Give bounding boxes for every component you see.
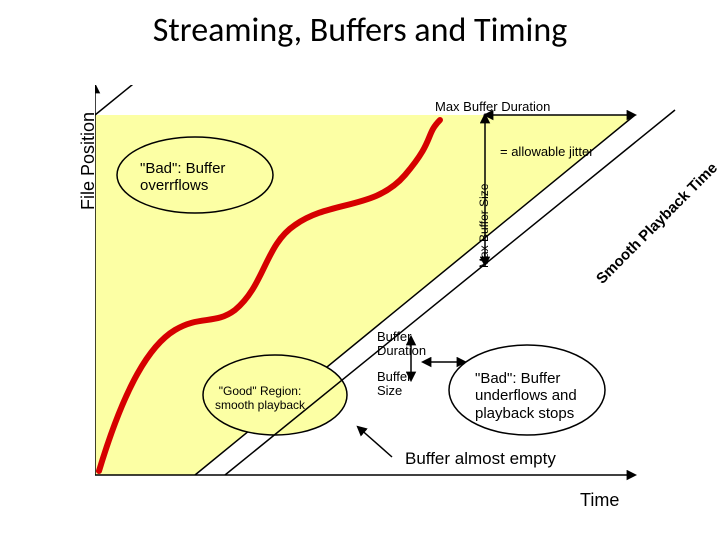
- band-upper-mask: [95, 85, 635, 115]
- bad-overflow-l2: overrflows: [140, 177, 208, 194]
- buffer-size-l2: Size: [377, 383, 402, 398]
- page-title: Streaming, Buffers and Timing: [0, 10, 720, 51]
- good-region-l2: smooth playback: [215, 398, 305, 412]
- almost-empty-label: Buffer almost empty: [405, 450, 556, 469]
- bad-overflow-l1: "Bad": Buffer: [140, 160, 225, 177]
- x-axis-label: Time: [580, 490, 619, 511]
- good-region-text: "Good" Region: smooth playback: [215, 385, 305, 413]
- buffer-size-l1: Buffer: [377, 369, 411, 384]
- bad-underflow-l1: "Bad": Buffer: [475, 370, 560, 387]
- good-region-l1: "Good" Region:: [219, 384, 302, 398]
- allowable-jitter-label: = allowable jitter: [500, 145, 594, 159]
- buffer-size-label: Buffer Size: [377, 370, 411, 399]
- buffer-duration-label: Buffer Duration: [377, 330, 426, 359]
- max-buffer-duration-label: Max Buffer Duration: [435, 100, 550, 114]
- bad-underflow-l3: playback stops: [475, 405, 574, 422]
- buffer-duration-l2: Duration: [377, 343, 426, 358]
- buffer-duration-l1: Buffer: [377, 329, 411, 344]
- bad-overflow-text: "Bad": Buffer overrflows: [140, 160, 225, 195]
- bad-underflow-text: "Bad": Buffer underflows and playback st…: [475, 370, 577, 422]
- bad-underflow-l2: underflows and: [475, 387, 577, 404]
- max-buffer-size-label: Max Buffer Size: [477, 184, 491, 268]
